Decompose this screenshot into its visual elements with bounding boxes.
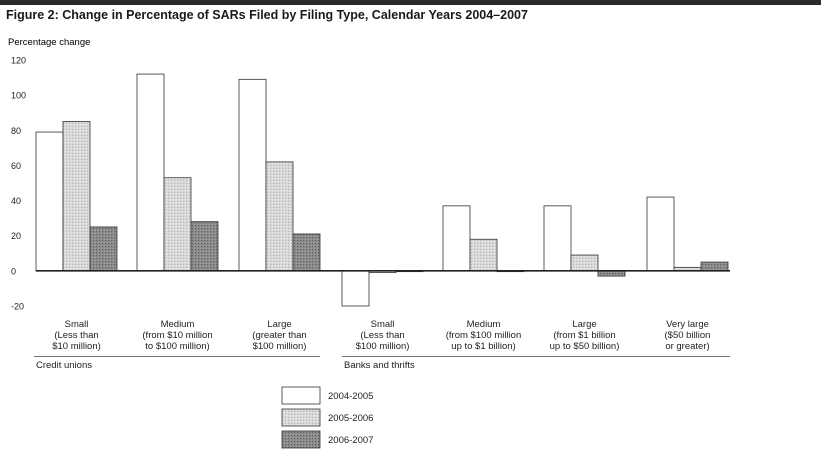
category-label: ($50 billion (665, 330, 711, 341)
group-axis: Credit unions Banks and thrifts (34, 356, 730, 371)
category-label: (Less than (360, 330, 404, 341)
legend-label: 2006-2007 (328, 435, 373, 446)
category-label: $10 million) (52, 341, 101, 352)
category-label: Small (371, 319, 395, 330)
bar (265, 161, 294, 272)
category-label: to $100 million) (145, 341, 209, 352)
bar (543, 205, 572, 272)
y-axis-ticks: 120 100 80 60 40 20 0 -20 (11, 56, 26, 312)
legend-swatch (281, 408, 321, 427)
category-label: up to $50 billion) (550, 341, 620, 352)
bar (341, 270, 370, 307)
group-label: Banks and thrifts (344, 360, 415, 371)
category-label: Large (572, 319, 596, 330)
category-label: $100 million) (253, 341, 307, 352)
category-label: up to $1 billion) (451, 341, 515, 352)
legend-swatch (281, 430, 321, 449)
bar (646, 196, 675, 272)
category-label: $100 million) (356, 341, 410, 352)
bar (136, 73, 165, 272)
category-label: Medium (467, 319, 501, 330)
category-label: Medium (161, 319, 195, 330)
bar (469, 238, 498, 272)
bar (62, 121, 91, 272)
y-tick-label: -20 (11, 302, 24, 312)
category-label: (from $100 million (446, 330, 522, 341)
category-label: Very large (666, 319, 709, 330)
y-tick-label: 100 (11, 91, 26, 101)
y-tick-label: 120 (11, 56, 26, 66)
bars (35, 73, 729, 307)
bar (442, 205, 471, 272)
top-rule (0, 0, 821, 5)
category-label: (Less than (54, 330, 98, 341)
bar (35, 131, 64, 272)
legend: 2004-2005 2005-2006 2006-2007 (281, 386, 373, 449)
bar (292, 233, 321, 272)
bar (190, 221, 219, 272)
category-labels: Small(Less than$10 million)Medium(from $… (52, 319, 710, 352)
category-label: (greater than (252, 330, 306, 341)
y-tick-label: 20 (11, 231, 21, 241)
category-label: (from $1 billion (553, 330, 615, 341)
bar (570, 254, 599, 272)
bar (700, 261, 729, 272)
bar (89, 226, 118, 272)
figure-title: Figure 2: Change in Percentage of SARs F… (6, 8, 528, 22)
legend-label: 2005-2006 (328, 413, 373, 424)
legend-swatch (281, 386, 321, 405)
category-label: Small (65, 319, 89, 330)
y-tick-label: 0 (11, 266, 16, 276)
category-label: or greater) (665, 341, 709, 352)
legend-label: 2004-2005 (328, 391, 373, 402)
y-tick-label: 60 (11, 161, 21, 171)
group-label: Credit unions (36, 360, 92, 371)
y-axis-label: Percentage change (8, 37, 90, 48)
y-tick-label: 40 (11, 196, 21, 206)
category-label: (from $10 million (142, 330, 212, 341)
bar (238, 78, 267, 272)
y-tick-label: 80 (11, 126, 21, 136)
bar (163, 177, 192, 272)
category-label: Large (267, 319, 291, 330)
